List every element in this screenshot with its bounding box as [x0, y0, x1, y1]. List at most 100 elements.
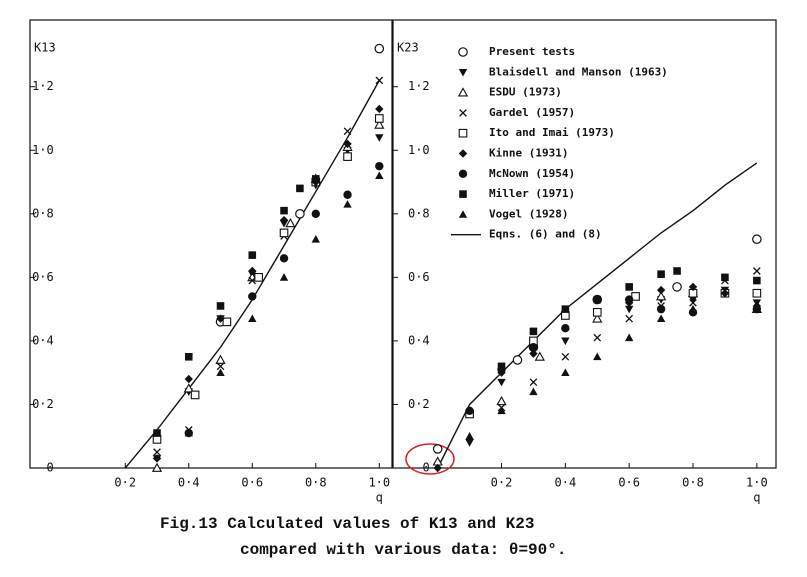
legend-marker [457, 87, 469, 97]
point [561, 305, 570, 313]
point [374, 119, 385, 129]
point [593, 333, 602, 342]
point [374, 114, 384, 123]
point [688, 282, 698, 292]
point [312, 175, 320, 183]
legend-marker [458, 210, 468, 218]
x-tick-label: 0·2 [491, 476, 513, 490]
left-frame [29, 19, 393, 469]
point [374, 43, 385, 54]
legend-marker [459, 109, 467, 117]
point [285, 218, 296, 228]
point [655, 291, 667, 301]
point [529, 343, 538, 352]
point [311, 209, 320, 219]
point [497, 378, 506, 387]
point [656, 285, 666, 295]
x-tick-label: 1·0 [746, 476, 768, 490]
y-tick-label: 1·0 [408, 143, 430, 157]
legend-marker [458, 128, 468, 138]
point [561, 352, 570, 361]
point [375, 76, 384, 85]
point [222, 317, 232, 327]
point [184, 353, 193, 361]
legend-marker [459, 190, 467, 198]
point [752, 288, 762, 298]
point [497, 362, 506, 371]
legend-label: Kinne (1931) [489, 147, 568, 160]
x-tick-label: 0·6 [241, 476, 263, 490]
legend-label: ESDU (1973) [489, 86, 562, 99]
legend-marker [458, 169, 468, 178]
point [497, 406, 506, 415]
point [529, 327, 538, 336]
point [561, 323, 570, 333]
point [343, 152, 352, 161]
point [184, 428, 193, 437]
point [529, 378, 538, 387]
point [672, 282, 682, 292]
point [592, 313, 603, 323]
point [216, 362, 225, 371]
y-tick-label: 0·6 [408, 270, 430, 284]
point [496, 395, 507, 406]
y-tick-label: 0·2 [408, 397, 430, 411]
legend-label: Vogel (1928) [489, 207, 568, 220]
y-tick-label: 0·6 [32, 270, 54, 284]
point [375, 104, 384, 114]
point [656, 314, 666, 323]
point [752, 301, 762, 310]
point [279, 273, 289, 281]
point [280, 206, 288, 215]
legend-label: Gardel (1957) [489, 106, 575, 119]
point [592, 307, 602, 317]
y-tick-label: 0·8 [32, 206, 54, 220]
legend-marker [458, 47, 468, 57]
y-tick-label: 0 [422, 461, 429, 475]
point [688, 296, 698, 304]
point [753, 267, 761, 275]
point [254, 273, 263, 282]
point [343, 139, 352, 149]
y-tick-label: 0·8 [408, 206, 430, 220]
x-axis-label: q [753, 491, 760, 505]
point [279, 215, 289, 225]
point [151, 462, 163, 472]
point [657, 270, 665, 278]
y-tick-label: 1·2 [408, 79, 430, 93]
y-tick-label: 1·2 [32, 79, 54, 93]
point [465, 432, 474, 440]
point [432, 444, 443, 454]
point [183, 383, 194, 393]
point [752, 234, 762, 245]
point [295, 209, 305, 219]
point [153, 429, 161, 437]
point [561, 368, 570, 377]
point [190, 390, 200, 400]
legend-marker [458, 149, 468, 158]
point [375, 161, 384, 171]
point [534, 351, 545, 361]
legend-label: Ito and Imai (1973) [489, 126, 615, 139]
x-tick-label: 0·8 [682, 476, 704, 490]
point [279, 228, 289, 238]
point [375, 134, 384, 142]
point [343, 127, 352, 136]
point [248, 292, 257, 301]
point [215, 354, 226, 364]
x-tick-label: 0·8 [305, 476, 327, 490]
y-tick-label: 0 [47, 461, 54, 475]
point [721, 273, 729, 282]
point [656, 304, 666, 314]
point [673, 267, 681, 275]
point [529, 387, 538, 396]
legend-label: McNown (1954) [489, 167, 575, 180]
y-tick-label: 1·0 [32, 143, 54, 157]
point [593, 295, 602, 304]
point [593, 352, 602, 361]
point [343, 190, 352, 199]
legend-label: Eqns. (6) and (8) [489, 228, 602, 241]
point [216, 302, 225, 310]
y-tick-label: 0·2 [32, 397, 54, 411]
y-axis-label: K23 [397, 41, 419, 55]
